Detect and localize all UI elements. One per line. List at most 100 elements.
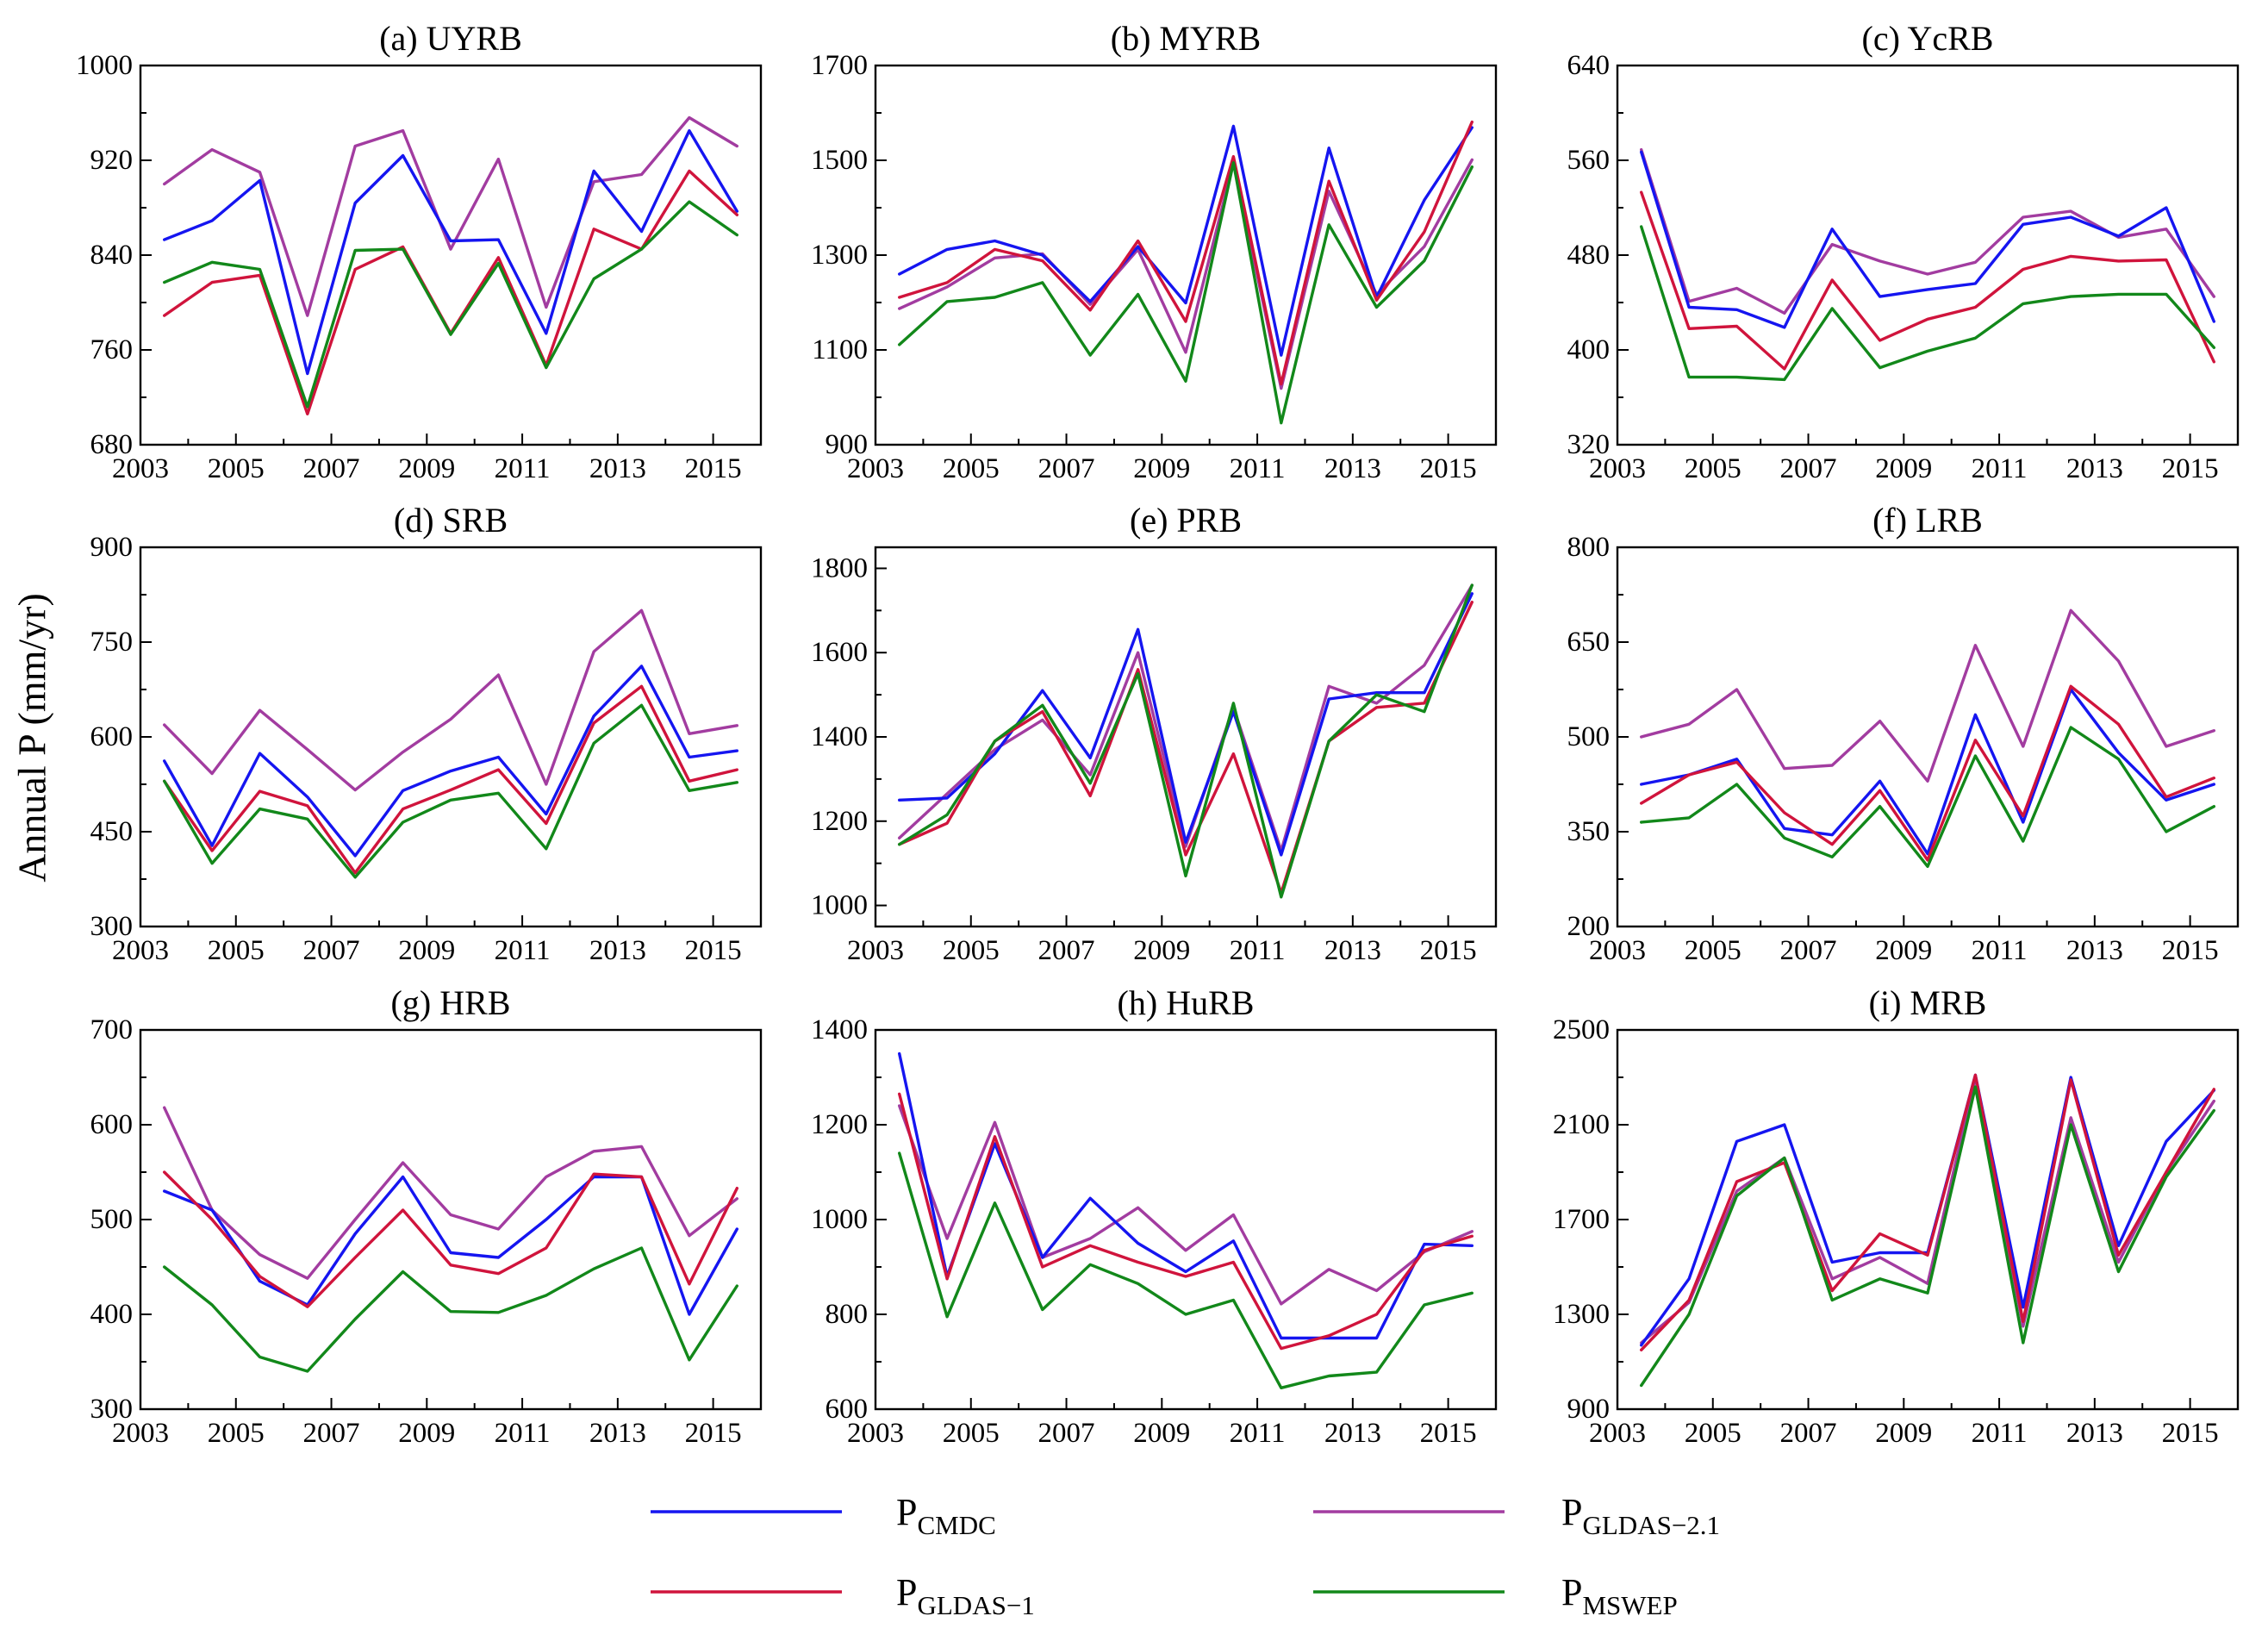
x-tick-label: 2003	[1589, 935, 1646, 966]
panel-d-srb: 2003 2005 2007 2009 2011 2013 2015 300 450 600 750…	[90, 501, 763, 966]
legend-symbol: P	[1561, 1571, 1582, 1613]
panel-title: (d) SRB	[394, 501, 508, 540]
legend-subscript: GLDAS−2.1	[1582, 1510, 1720, 1540]
y-tick-label: 1300	[1553, 1299, 1610, 1330]
x-tick-label: 2007	[1780, 453, 1837, 484]
y-tick-label: 760	[90, 334, 134, 365]
x-tick-label: 2007	[1038, 935, 1095, 966]
x-tick-label: 2013	[1324, 1418, 1381, 1449]
x-tick-label: 2011	[495, 453, 551, 484]
x-tick-label: 2009	[1875, 935, 1932, 966]
x-tick-label: 2003	[1589, 1418, 1646, 1449]
series-line-gldas-1	[162, 684, 738, 875]
panel-h-hurb: 2003 2005 2007 2009 2011 2013 2015 600 800 1000 12…	[811, 983, 1498, 1449]
legend-item-gldas-2-1: PGLDAS−2.1	[1313, 1491, 1720, 1540]
y-tick-label: 600	[90, 721, 134, 752]
series-line-gldas-2-1	[162, 1106, 738, 1280]
series-line-mswep	[1639, 726, 2216, 868]
y-tick-label: 500	[1567, 721, 1611, 752]
x-tick-label: 2013	[589, 453, 646, 484]
legend-item-cmdc: PCMDC	[651, 1491, 996, 1540]
y-tick-label: 2500	[1553, 1014, 1610, 1045]
panel-b-myrb: 2003 2005 2007 2009 2011 2013 2015 900 1100 1300 1…	[811, 19, 1498, 484]
legend-subscript: MSWEP	[1582, 1590, 1677, 1620]
x-tick-label: 2013	[1324, 935, 1381, 966]
x-tick-label: 2003	[847, 453, 904, 484]
y-tick-label: 1400	[811, 721, 868, 752]
y-tick-label: 700	[90, 1014, 134, 1045]
legend-label: PGLDAS−1	[896, 1571, 1035, 1620]
x-tick-label: 2015	[1420, 1418, 1477, 1449]
y-tick-label: 300	[90, 911, 134, 942]
series-line-mswep	[897, 1151, 1474, 1390]
legend-subscript: GLDAS−1	[917, 1590, 1034, 1620]
panel-title: (g) HRB	[391, 983, 511, 1022]
x-tick-label: 2003	[847, 1418, 904, 1449]
legend-label: PCMDC	[896, 1491, 996, 1540]
y-tick-label: 800	[1567, 532, 1611, 563]
plot-grid: 2003 2005 2007 2009 2011 2013 2015 680 760 840 920…	[76, 19, 2240, 1449]
x-tick-label: 2009	[1133, 1418, 1190, 1449]
panel-f-lrb: 2003 2005 2007 2009 2011 2013 2015 200 350 500 650…	[1567, 501, 2240, 966]
x-tick-label: 2005	[1685, 1418, 1742, 1449]
x-tick-label: 2015	[2162, 935, 2219, 966]
x-tick-label: 2005	[943, 1418, 1000, 1449]
x-tick-label: 2011	[495, 935, 551, 966]
x-tick-label: 2011	[495, 1418, 551, 1449]
x-tick-label: 2015	[1420, 935, 1477, 966]
series-line-gldas-2-1	[897, 583, 1474, 852]
series-line-gldas-1	[1639, 684, 2216, 862]
x-tick-label: 2007	[303, 453, 360, 484]
panel-title: (e) PRB	[1130, 501, 1242, 540]
y-tick-label: 1000	[811, 1204, 868, 1235]
series-line-gldas-2-1	[1639, 1076, 2216, 1345]
series-line-cmdc	[897, 592, 1474, 857]
y-tick-label: 1700	[811, 50, 868, 81]
panel-title: (b) MYRB	[1111, 19, 1261, 58]
x-tick-label: 2009	[1133, 935, 1190, 966]
panel-title: (c) YcRB	[1862, 19, 1994, 58]
y-tick-label: 600	[90, 1109, 134, 1140]
series-line-gldas-2-1	[162, 608, 738, 792]
panel-title: (a) UYRB	[379, 19, 522, 58]
y-tick-label: 400	[1567, 334, 1611, 365]
y-tick-label: 1200	[811, 1109, 868, 1140]
y-tick-label: 600	[826, 1394, 869, 1425]
x-tick-label: 2009	[398, 453, 455, 484]
y-tick-label: 1600	[811, 637, 868, 668]
panel-e-prb: 2003 2005 2007 2009 2011 2013 2015 1000 1200 1400…	[811, 501, 1498, 966]
series-line-cmdc	[162, 128, 738, 376]
series-line-gldas-1	[897, 120, 1474, 386]
y-tick-label: 650	[1567, 627, 1611, 658]
x-tick-label: 2011	[1972, 935, 2028, 966]
y-tick-label: 1100	[812, 334, 868, 365]
y-tick-label: 1500	[811, 145, 868, 176]
legend-item-mswep: PMSWEP	[1313, 1571, 1678, 1620]
y-tick-label: 560	[1567, 145, 1611, 176]
x-tick-label: 2009	[1133, 453, 1190, 484]
x-tick-label: 2005	[943, 935, 1000, 966]
y-tick-label: 300	[90, 1394, 134, 1425]
y-tick-label: 500	[90, 1204, 134, 1235]
y-tick-label: 1800	[811, 552, 868, 583]
legend-label: PGLDAS−2.1	[1561, 1491, 1720, 1540]
y-tick-label: 750	[90, 627, 134, 658]
panel-g-hrb: 2003 2005 2007 2009 2011 2013 2015 300 400 500 600…	[90, 983, 763, 1449]
y-axis-label: Annual P (mm/yr)	[10, 593, 54, 883]
series-line-gldas-1	[897, 1092, 1474, 1351]
series-line-mswep	[1639, 225, 2216, 382]
x-tick-label: 2009	[398, 935, 455, 966]
panel-title: (f) LRB	[1872, 501, 1983, 540]
x-tick-label: 2003	[1589, 453, 1646, 484]
panel-i-mrb: 2003 2005 2007 2009 2011 2013 2015 900 1300 1700 2…	[1553, 983, 2240, 1449]
series-line-mswep	[1639, 1085, 2216, 1388]
series-line-cmdc	[1639, 688, 2216, 856]
y-tick-label: 680	[90, 429, 134, 460]
series-line-mswep	[162, 200, 738, 409]
y-tick-label: 1000	[76, 50, 133, 81]
x-tick-label: 2007	[1780, 1418, 1837, 1449]
y-tick-label: 800	[826, 1299, 869, 1330]
y-tick-label: 640	[1567, 50, 1611, 81]
x-tick-label: 2011	[1972, 1418, 2028, 1449]
